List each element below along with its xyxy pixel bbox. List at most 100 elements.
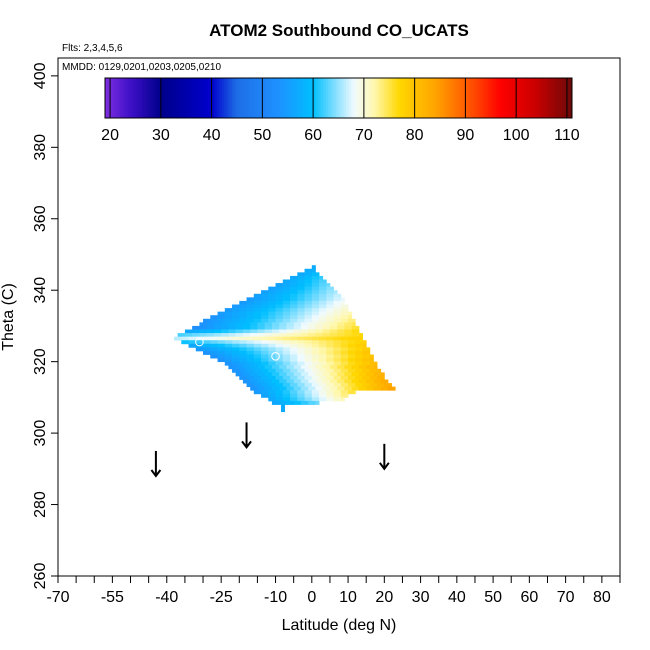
heatmap-cell — [188, 336, 197, 341]
heatmap-cell — [355, 358, 363, 363]
heatmap-cell — [304, 318, 313, 323]
heatmap-cell — [264, 379, 273, 384]
colorbar-segment — [333, 78, 337, 118]
heatmap-cell — [329, 322, 338, 327]
colorbar-segment — [262, 78, 266, 118]
heatmap-cell — [261, 318, 269, 323]
colorbar-segment — [242, 78, 246, 118]
colorbar-segment — [348, 78, 352, 118]
heatmap-cell — [333, 368, 342, 373]
colorbar-tick-label: 60 — [304, 127, 322, 144]
heatmap-cell — [322, 322, 331, 327]
colorbar-segment — [140, 78, 144, 118]
colorbar-segment — [356, 78, 360, 118]
heatmap-cell — [290, 397, 298, 402]
colorbar-segment — [363, 78, 367, 118]
heatmap-cell — [340, 393, 349, 398]
heatmap-cell — [362, 340, 367, 345]
heatmap-cell — [217, 318, 226, 323]
heatmap-cell — [340, 358, 349, 363]
heatmap-cell — [348, 315, 353, 320]
colorbar-segment — [254, 78, 258, 118]
heatmap-cell — [333, 375, 342, 380]
colorbar-segment — [544, 78, 548, 118]
heatmap-cell — [232, 311, 240, 316]
heatmap-cell — [261, 361, 269, 366]
heatmap-cell — [311, 336, 320, 341]
heatmap-cell — [282, 300, 291, 305]
heatmap-cell — [333, 293, 342, 298]
heatmap-cell — [304, 311, 313, 316]
plot-frame — [57, 57, 621, 577]
colorbar-segment — [201, 78, 205, 118]
heatmap-cell — [315, 372, 324, 377]
heatmap-cell — [315, 325, 324, 330]
heatmap-cell — [268, 350, 276, 355]
colorbar-segment — [325, 78, 329, 118]
heatmap-cell — [300, 372, 309, 377]
heatmap-cell — [311, 268, 316, 273]
dates-note: MMDD: 0129,0201,0203,0205,0210 — [62, 62, 221, 73]
colorbar-segment — [275, 78, 279, 118]
heatmap-cell — [369, 354, 374, 359]
colorbar-segment — [264, 78, 268, 118]
heatmap-cell — [268, 304, 276, 309]
heatmap-cell — [224, 343, 233, 348]
heatmap-cell — [304, 343, 313, 348]
heatmap-cell — [333, 397, 342, 402]
colorbar-segment — [277, 78, 281, 118]
heatmap-cell — [224, 350, 233, 355]
heatmap-cell — [224, 340, 233, 345]
colorbar-segment — [290, 78, 294, 118]
heatmap-cell — [326, 350, 334, 355]
colorbar-segment — [450, 78, 454, 118]
heatmap-cell — [333, 358, 342, 363]
heatmap-cell — [351, 379, 360, 384]
heatmap-cell — [373, 365, 378, 370]
heatmap-cell — [293, 329, 302, 334]
heatmap-cell — [246, 297, 255, 302]
heatmap-cell — [337, 379, 345, 384]
heatmap-cell — [228, 325, 237, 330]
colorbar-segment — [178, 78, 182, 118]
colorbar-segment — [231, 78, 235, 118]
heatmap-cell — [369, 368, 378, 373]
heatmap-cell — [362, 375, 371, 380]
colorbar-segment — [399, 78, 403, 118]
heatmap-cell — [333, 318, 342, 323]
heatmap-cell — [290, 308, 298, 313]
heatmap-cell — [337, 372, 345, 377]
heatmap-cell — [275, 311, 284, 316]
heatmap-cell — [297, 275, 305, 280]
heatmap-cell — [268, 361, 276, 366]
heatmap-cell — [355, 340, 363, 345]
heatmap-cell — [290, 350, 298, 355]
colorbar-segment — [198, 78, 202, 118]
heatmap-cell — [261, 375, 269, 380]
heatmap-cell — [315, 379, 324, 384]
heatmap-cell — [282, 358, 291, 363]
heatmap-cell — [246, 347, 255, 352]
colorbar-segment — [500, 78, 504, 118]
heatmap-cell — [315, 365, 324, 370]
heatmap-cell — [322, 325, 331, 330]
data-marker — [195, 337, 204, 347]
heatmap-cell — [235, 322, 244, 327]
colorbar-segment — [168, 78, 172, 118]
heatmap-cell — [297, 383, 305, 388]
heatmap-cell — [261, 383, 269, 388]
heatmap-cell — [333, 383, 342, 388]
heatmap-cell — [286, 386, 295, 391]
heatmap-cell — [300, 325, 309, 330]
heatmap-cell — [326, 347, 334, 352]
heatmap-cell — [290, 275, 298, 280]
heatmap-cell — [224, 311, 233, 316]
heatmap-cell — [232, 347, 240, 352]
heatmap-cell — [253, 308, 262, 313]
heatmap-cell — [224, 358, 233, 363]
heatmap-cell — [286, 325, 295, 330]
colorbar-segment — [422, 78, 426, 118]
heatmap-cell — [203, 336, 211, 341]
heatmap-cell — [206, 325, 215, 330]
heatmap-cell — [355, 383, 363, 388]
